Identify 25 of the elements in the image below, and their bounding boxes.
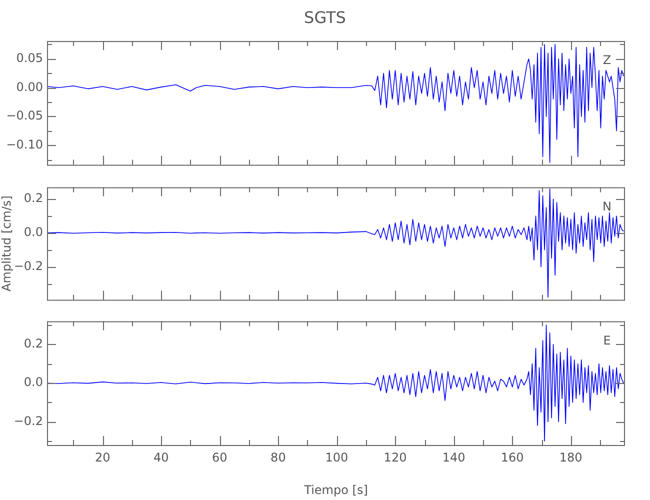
y-tick-label: −0.2: [14, 414, 43, 428]
x-tick-label: 120: [384, 450, 407, 465]
x-tick-label: 160: [500, 450, 524, 465]
x-tick-label: 180: [559, 450, 582, 465]
y-tick-label: 0.0: [24, 376, 43, 390]
annotation: E: [603, 334, 611, 348]
y-tick-label: 0.2: [24, 190, 43, 205]
y-tick-label: −0.10: [6, 137, 43, 152]
annotation: N: [602, 198, 612, 213]
x-axis-title: Tiempo [s]: [303, 483, 368, 498]
y-tick-label: −0.2: [14, 258, 43, 273]
annotation: Z: [602, 53, 612, 68]
y-tick-label: 0.05: [16, 50, 43, 65]
y-tick-label: −0.05: [6, 108, 43, 123]
x-tick-label: 60: [212, 450, 228, 465]
x-tick-label: 20: [94, 450, 110, 465]
chart-title: SGTS: [303, 8, 347, 27]
y-axis-title: Amplitud [cm/s]: [0, 195, 14, 292]
x-tick-label: 140: [442, 450, 466, 465]
x-tick-label: 100: [325, 450, 348, 465]
y-tick-label: 0.0: [24, 224, 43, 239]
y-tick-label: 0.00: [16, 80, 43, 94]
y-tick-label: 0.2: [24, 336, 43, 351]
x-tick-label: 40: [153, 450, 169, 465]
x-tick-label: 80: [270, 450, 286, 465]
